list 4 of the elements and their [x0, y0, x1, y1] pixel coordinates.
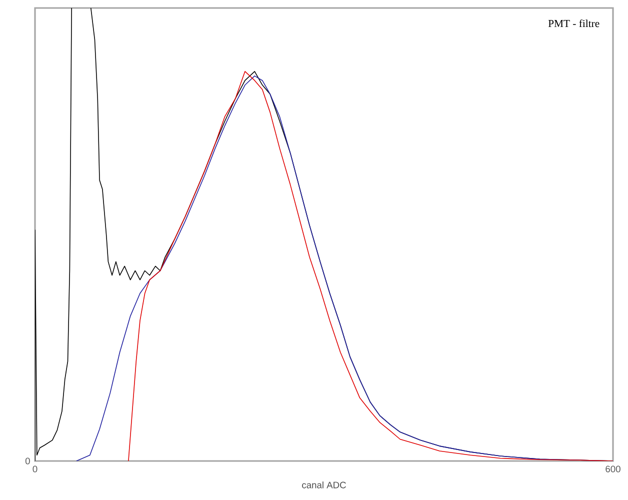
text: PMT - filtre [548, 20, 600, 28]
x-axis-title: canal ADC [302, 481, 346, 488]
x-tick-label: 600 [606, 466, 620, 472]
text: 0 [25, 458, 30, 464]
